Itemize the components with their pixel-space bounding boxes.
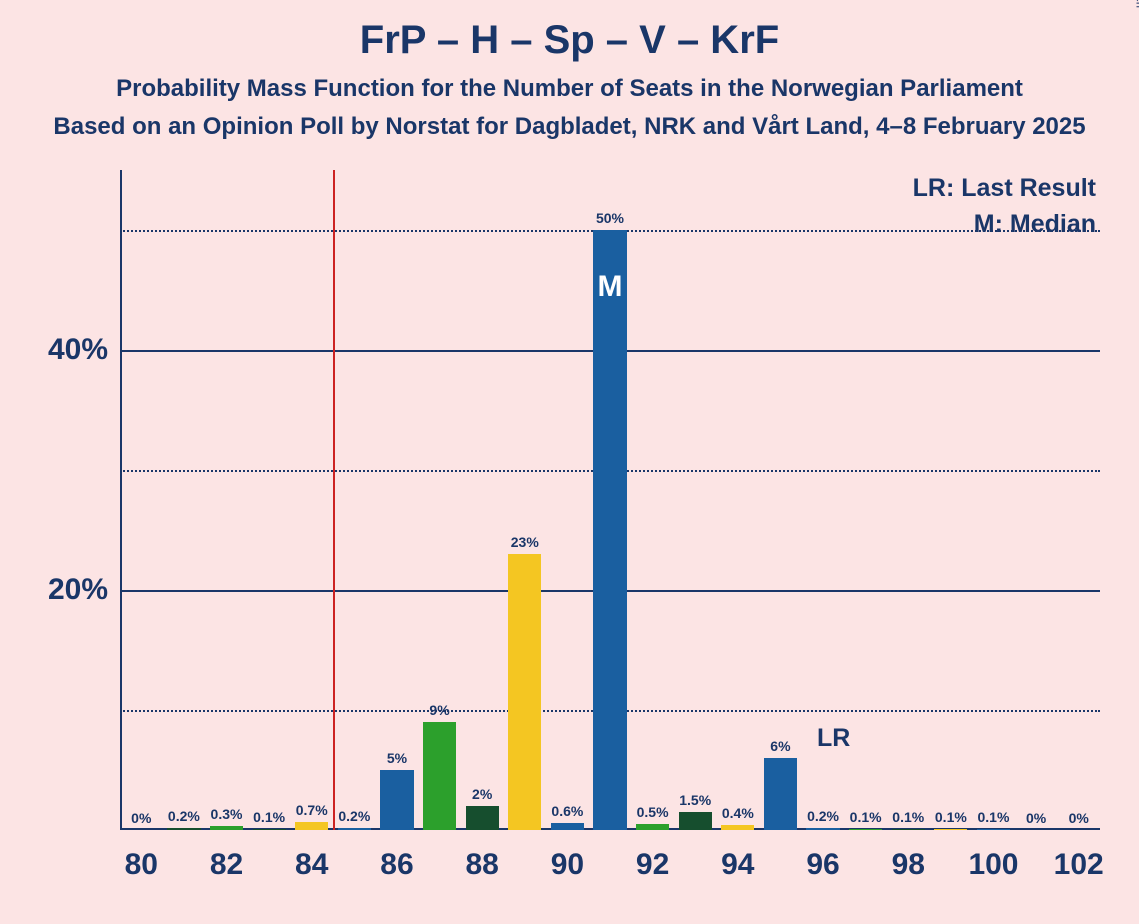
chart-plot-area: 20%40%0%0.2%0.3%0.1%0.7%0.2%5%9%2%23%0.6… <box>120 170 1100 830</box>
bar-value-label: 0.4% <box>722 805 754 825</box>
x-tick-label: 92 <box>636 830 669 882</box>
bar-value-label: 0% <box>131 810 151 830</box>
bar-value-label: 0.2% <box>807 808 839 828</box>
x-tick-label: 102 <box>1054 830 1104 882</box>
bar: 0.1% <box>253 829 286 830</box>
x-tick-label: 80 <box>125 830 158 882</box>
bar-value-label: 0.1% <box>935 809 967 829</box>
bar-value-label: 0% <box>1026 810 1046 830</box>
bar-value-label: 0% <box>1069 810 1089 830</box>
x-tick-label: 90 <box>551 830 584 882</box>
x-tick-label: 94 <box>721 830 754 882</box>
bar-value-label: 2% <box>472 786 492 806</box>
chart-subtitle-1: Probability Mass Function for the Number… <box>0 63 1139 103</box>
bar-value-label: 0.1% <box>850 809 882 829</box>
median-marker: M <box>597 270 622 304</box>
x-tick-label: 100 <box>968 830 1018 882</box>
bar-value-label: 50% <box>596 210 624 230</box>
bar: 23% <box>508 554 541 830</box>
last-result-line <box>333 170 335 830</box>
bar-value-label: 23% <box>511 534 539 554</box>
bar: 0.1% <box>849 829 882 830</box>
bar: 0.6% <box>551 823 584 830</box>
bar-value-label: 0.3% <box>211 806 243 826</box>
bar-value-label: 0.1% <box>892 809 924 829</box>
bar-value-label: 0.1% <box>253 809 285 829</box>
x-tick-label: 98 <box>892 830 925 882</box>
x-tick-label: 82 <box>210 830 243 882</box>
bar: 0.1% <box>934 829 967 830</box>
bar: 2% <box>466 806 499 830</box>
x-tick-label: 88 <box>465 830 498 882</box>
bar-value-label: 0.2% <box>168 808 200 828</box>
bar-value-label: 1.5% <box>679 792 711 812</box>
bar: 1.5% <box>679 812 712 830</box>
bar-value-label: 6% <box>770 738 790 758</box>
bar-value-label: 0.7% <box>296 802 328 822</box>
bar: 6% <box>764 758 797 830</box>
y-axis-line <box>120 170 122 830</box>
legend-median: M: Median <box>974 210 1096 239</box>
bar-value-label: 0.2% <box>338 808 370 828</box>
bar-value-label: 0.6% <box>551 803 583 823</box>
legend-last-result: LR: Last Result <box>913 174 1096 203</box>
x-tick-label: 84 <box>295 830 328 882</box>
chart-title: FrP – H – Sp – V – KrF <box>0 0 1139 63</box>
y-tick-label: 40% <box>48 333 120 367</box>
x-tick-label: 86 <box>380 830 413 882</box>
bar: 0.7% <box>295 822 328 830</box>
chart-subtitle-2: Based on an Opinion Poll by Norstat for … <box>0 103 1139 141</box>
bar: 0.2% <box>338 828 371 830</box>
copyright-text: © 2025 Filip van Laenen <box>1133 0 1139 8</box>
bar: 9% <box>423 722 456 830</box>
x-tick-label: 96 <box>806 830 839 882</box>
bar-value-label: 0.1% <box>978 809 1010 829</box>
bar-value-label: 5% <box>387 750 407 770</box>
bar-value-label: 0.5% <box>637 804 669 824</box>
bar: 0.2% <box>167 828 200 830</box>
last-result-annotation: LR <box>817 724 850 753</box>
bar-value-label: 9% <box>429 702 449 722</box>
bar: 5% <box>380 770 413 830</box>
bar: 50%M <box>593 230 626 830</box>
y-tick-label: 20% <box>48 573 120 607</box>
